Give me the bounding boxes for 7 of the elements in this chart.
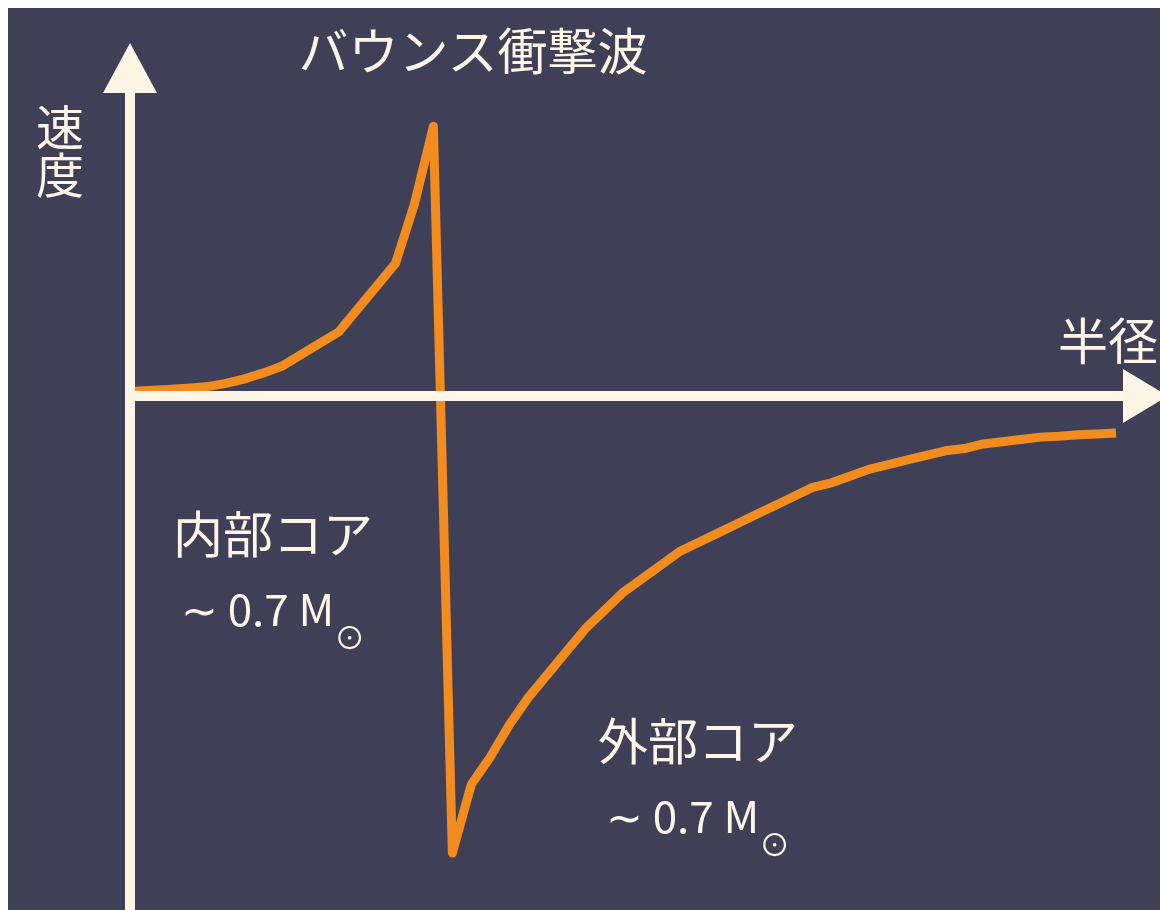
y-axis-title: 速度 [25, 103, 95, 199]
x-axis-title: 半径 [1058, 302, 1158, 374]
annotation: ∼ 0.7 M$_{⊙}$ [605, 782, 791, 865]
annotation: ∼ 0.7 M$_{⊙}$ [180, 575, 366, 658]
text: バウンス衝撃波 [298, 12, 648, 84]
annotation: 外部コア [598, 702, 798, 774]
annotation: 内部コア [173, 495, 373, 567]
